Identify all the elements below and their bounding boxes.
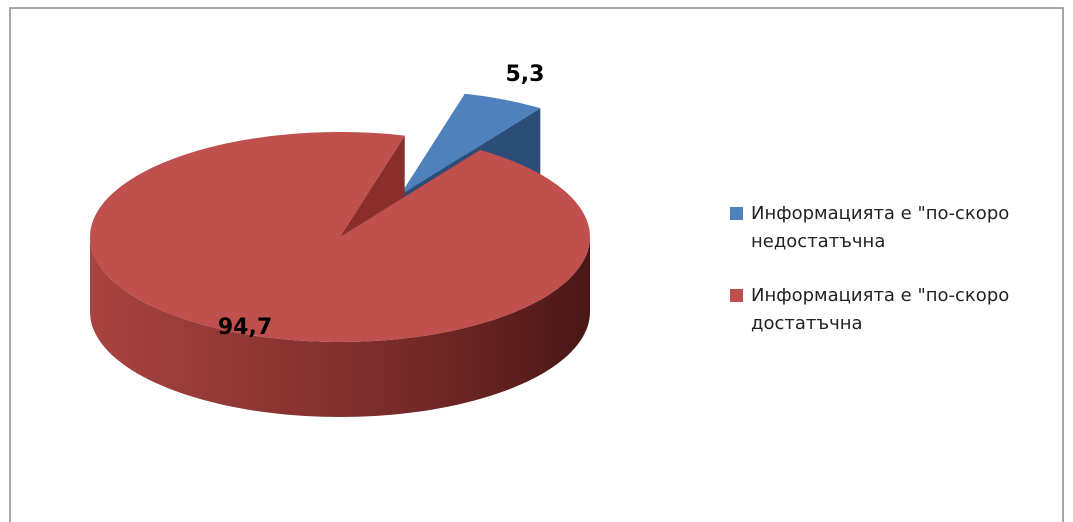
data-label: 5,3 — [506, 62, 545, 87]
slice — [90, 132, 590, 342]
data-label: 94,7 — [218, 315, 272, 340]
legend-item: Информацията е "по-скоро достатъчна — [730, 282, 1060, 338]
legend-label: Информацията е "по-скоро недостатъчна — [751, 203, 1010, 252]
slice-side — [90, 237, 590, 417]
slice — [400, 93, 541, 196]
legend: Информацията е "по-скоро недостатъчна Инф… — [730, 200, 1060, 364]
frame — [9, 7, 1064, 522]
legend-swatch — [730, 289, 743, 302]
legend-item: Информацията е "по-скоро недостатъчна — [730, 200, 1060, 256]
legend-label: Информацията е "по-скоро достатъчна — [751, 285, 1010, 334]
legend-swatch — [730, 207, 743, 220]
